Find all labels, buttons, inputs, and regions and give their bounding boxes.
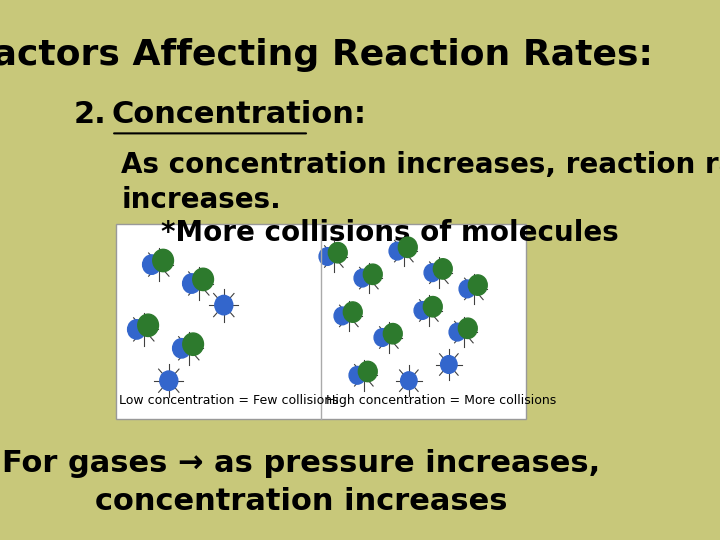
Circle shape [193,268,214,291]
Circle shape [400,372,417,389]
Circle shape [389,242,405,260]
Circle shape [459,280,475,298]
Circle shape [328,242,347,263]
Circle shape [215,295,233,315]
Text: For gases → as pressure increases,: For gases → as pressure increases, [2,449,600,478]
Circle shape [424,264,441,281]
Circle shape [138,314,158,336]
Circle shape [441,356,457,373]
Circle shape [354,269,371,287]
Circle shape [153,249,174,272]
Circle shape [364,264,382,285]
Circle shape [449,323,466,341]
Text: Concentration:: Concentration: [112,100,366,129]
Circle shape [459,318,477,339]
Text: 2.: 2. [73,100,107,129]
Circle shape [143,255,161,274]
Text: concentration increases: concentration increases [95,487,508,516]
Circle shape [349,367,366,384]
Circle shape [183,333,204,355]
Circle shape [469,275,487,295]
Circle shape [127,320,145,339]
Circle shape [160,371,178,390]
Circle shape [423,296,442,317]
Text: Low concentration = Few collisions: Low concentration = Few collisions [119,394,338,407]
Circle shape [374,329,390,346]
Circle shape [383,323,402,344]
Circle shape [334,307,351,325]
Text: *More collisions of molecules: *More collisions of molecules [161,219,619,247]
Circle shape [433,259,452,279]
Circle shape [398,237,417,258]
Circle shape [173,339,191,358]
Text: Factors Affecting Reaction Rates:: Factors Affecting Reaction Rates: [0,38,653,72]
Text: High concentration = More collisions: High concentration = More collisions [326,394,557,407]
Circle shape [414,302,431,319]
Circle shape [343,302,362,322]
FancyBboxPatch shape [117,224,526,418]
Circle shape [183,274,201,293]
Circle shape [359,361,377,382]
Circle shape [319,248,336,265]
Text: As concentration increases, reaction rate
increases.: As concentration increases, reaction rat… [121,151,720,214]
